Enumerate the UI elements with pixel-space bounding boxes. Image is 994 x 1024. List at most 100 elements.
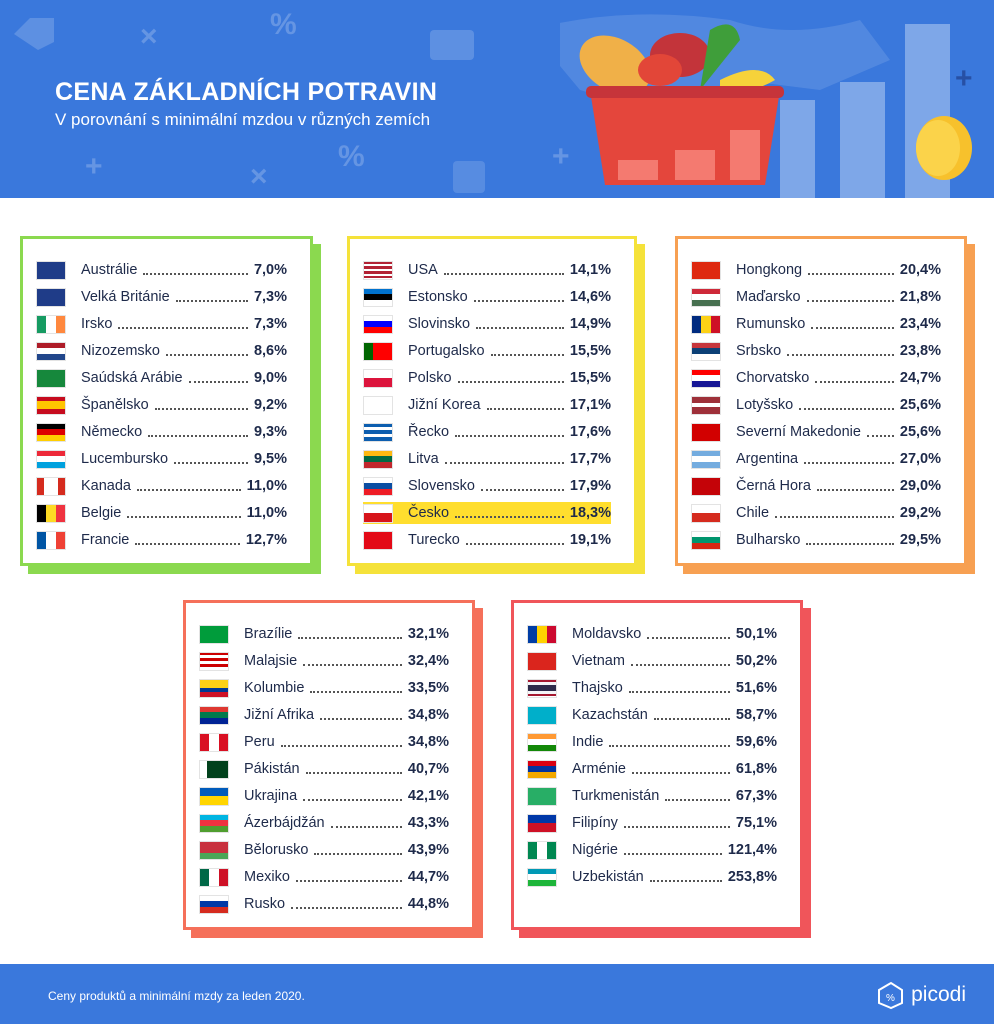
country-row: Saúdská Arábie 9,0%	[36, 367, 287, 389]
country-name: Brazílie	[244, 626, 293, 642]
percentage-value: 23,4%	[899, 316, 941, 332]
percentage-value: 121,4%	[727, 842, 777, 858]
dot-leader	[665, 799, 730, 801]
vietnam-flag-icon	[527, 651, 557, 671]
percent-icon: %	[338, 140, 365, 173]
country-name: Rumunsko	[736, 316, 806, 332]
korea-flag-icon	[363, 395, 393, 415]
country-name: Arménie	[572, 761, 626, 777]
country-row: Rusko 44,8%	[199, 893, 449, 915]
country-row: Jižní Afrika 34,8%	[199, 704, 449, 726]
country-row: Pákistán 40,7%	[199, 758, 449, 780]
percentage-value: 253,8%	[727, 869, 777, 885]
dot-leader	[298, 637, 402, 639]
country-row: Malajsie 32,4%	[199, 650, 449, 672]
country-name: Slovensko	[408, 478, 475, 494]
dot-leader	[320, 718, 402, 720]
dot-leader	[455, 516, 564, 518]
malaysia-flag-icon	[199, 651, 229, 671]
country-row: Kanada 11,0%	[36, 475, 287, 497]
country-row: Nizozemsko 8,6%	[36, 340, 287, 362]
dot-leader	[623, 826, 730, 828]
dot-leader	[628, 691, 730, 693]
percentage-value: 29,2%	[899, 505, 941, 521]
belarus-flag-icon	[199, 840, 229, 860]
percentage-value: 17,1%	[569, 397, 611, 413]
country-name: Chorvatsko	[736, 370, 810, 386]
country-row: Srbsko 23,8%	[691, 340, 941, 362]
percentage-value: 7,3%	[253, 316, 287, 332]
country-row: Česko 18,3%	[363, 502, 611, 524]
dot-leader	[137, 489, 241, 491]
country-row: Německo 9,3%	[36, 421, 287, 443]
country-row: Řecko 17,6%	[363, 421, 611, 443]
bulgaria-flag-icon	[691, 530, 721, 550]
philippines-flag-icon	[527, 813, 557, 833]
country-row: Argentina 27,0%	[691, 448, 941, 470]
dot-leader	[291, 907, 402, 909]
country-name: Lucembursko	[81, 451, 169, 467]
country-name: Saúdská Arábie	[81, 370, 183, 386]
country-row: Indie 59,6%	[527, 731, 777, 753]
uzbekistan-flag-icon	[527, 867, 557, 887]
country-name: Peru	[244, 734, 275, 750]
percentage-value: 12,7%	[245, 532, 287, 548]
pakistan-flag-icon	[199, 759, 229, 779]
percentage-value: 9,5%	[253, 451, 287, 467]
country-name: Austrálie	[81, 262, 138, 278]
percentage-value: 15,5%	[569, 343, 611, 359]
country-name: Vietnam	[572, 653, 625, 669]
percentage-value: 14,9%	[569, 316, 611, 332]
brazil-flag-icon	[199, 624, 229, 644]
thailand-flag-icon	[527, 678, 557, 698]
dot-leader	[799, 408, 894, 410]
country-row: Lotyšsko 25,6%	[691, 394, 941, 416]
country-name: Chile	[736, 505, 770, 521]
country-name: Francie	[81, 532, 130, 548]
percentage-value: 43,9%	[407, 842, 449, 858]
germany-flag-icon	[36, 422, 66, 442]
percentage-value: 67,3%	[735, 788, 777, 804]
country-name: Indie	[572, 734, 604, 750]
country-row: Peru 34,8%	[199, 731, 449, 753]
latvia-flag-icon	[691, 395, 721, 415]
macedonia-flag-icon	[691, 422, 721, 442]
country-name: Litva	[408, 451, 439, 467]
percentage-value: 59,6%	[735, 734, 777, 750]
dot-leader	[486, 408, 564, 410]
dot-leader	[815, 381, 894, 383]
turkey-flag-icon	[363, 530, 393, 550]
country-row: Kolumbie 33,5%	[199, 677, 449, 699]
dot-leader	[816, 489, 894, 491]
serbia-flag-icon	[691, 341, 721, 361]
country-row: Belgie 11,0%	[36, 502, 287, 524]
country-name: Rusko	[244, 896, 286, 912]
czech-flag-icon	[363, 503, 393, 523]
dot-leader	[175, 300, 248, 302]
dot-leader	[165, 354, 248, 356]
dot-leader	[280, 745, 402, 747]
country-name: Uzbekistán	[572, 869, 644, 885]
footer-bar: Ceny produktů a minimální mzdy za leden …	[0, 964, 994, 1024]
percentage-value: 9,2%	[253, 397, 287, 413]
percentage-value: 19,1%	[569, 532, 611, 548]
page-subtitle: V porovnání s minimální mzdou v různých …	[55, 110, 431, 129]
country-name: Lotyšsko	[736, 397, 794, 413]
dot-leader	[444, 462, 564, 464]
percentage-value: 17,6%	[569, 424, 611, 440]
ukraine-flag-icon	[199, 786, 229, 806]
luxembourg-flag-icon	[36, 449, 66, 469]
dot-leader	[143, 273, 248, 275]
page-title: CENA ZÁKLADNÍCH POTRAVIN	[55, 78, 438, 106]
dot-leader	[609, 745, 730, 747]
dot-leader	[154, 408, 248, 410]
country-name: Černá Hora	[736, 478, 811, 494]
country-row: Austrálie 7,0%	[36, 259, 287, 281]
armenia-flag-icon	[527, 759, 557, 779]
country-row: Filipíny 75,1%	[527, 812, 777, 834]
country-name: Filipíny	[572, 815, 618, 831]
country-name: Maďarsko	[736, 289, 801, 305]
percentage-value: 50,1%	[735, 626, 777, 642]
country-row: Irsko 7,3%	[36, 313, 287, 335]
country-row: Uzbekistán 253,8%	[527, 866, 777, 888]
